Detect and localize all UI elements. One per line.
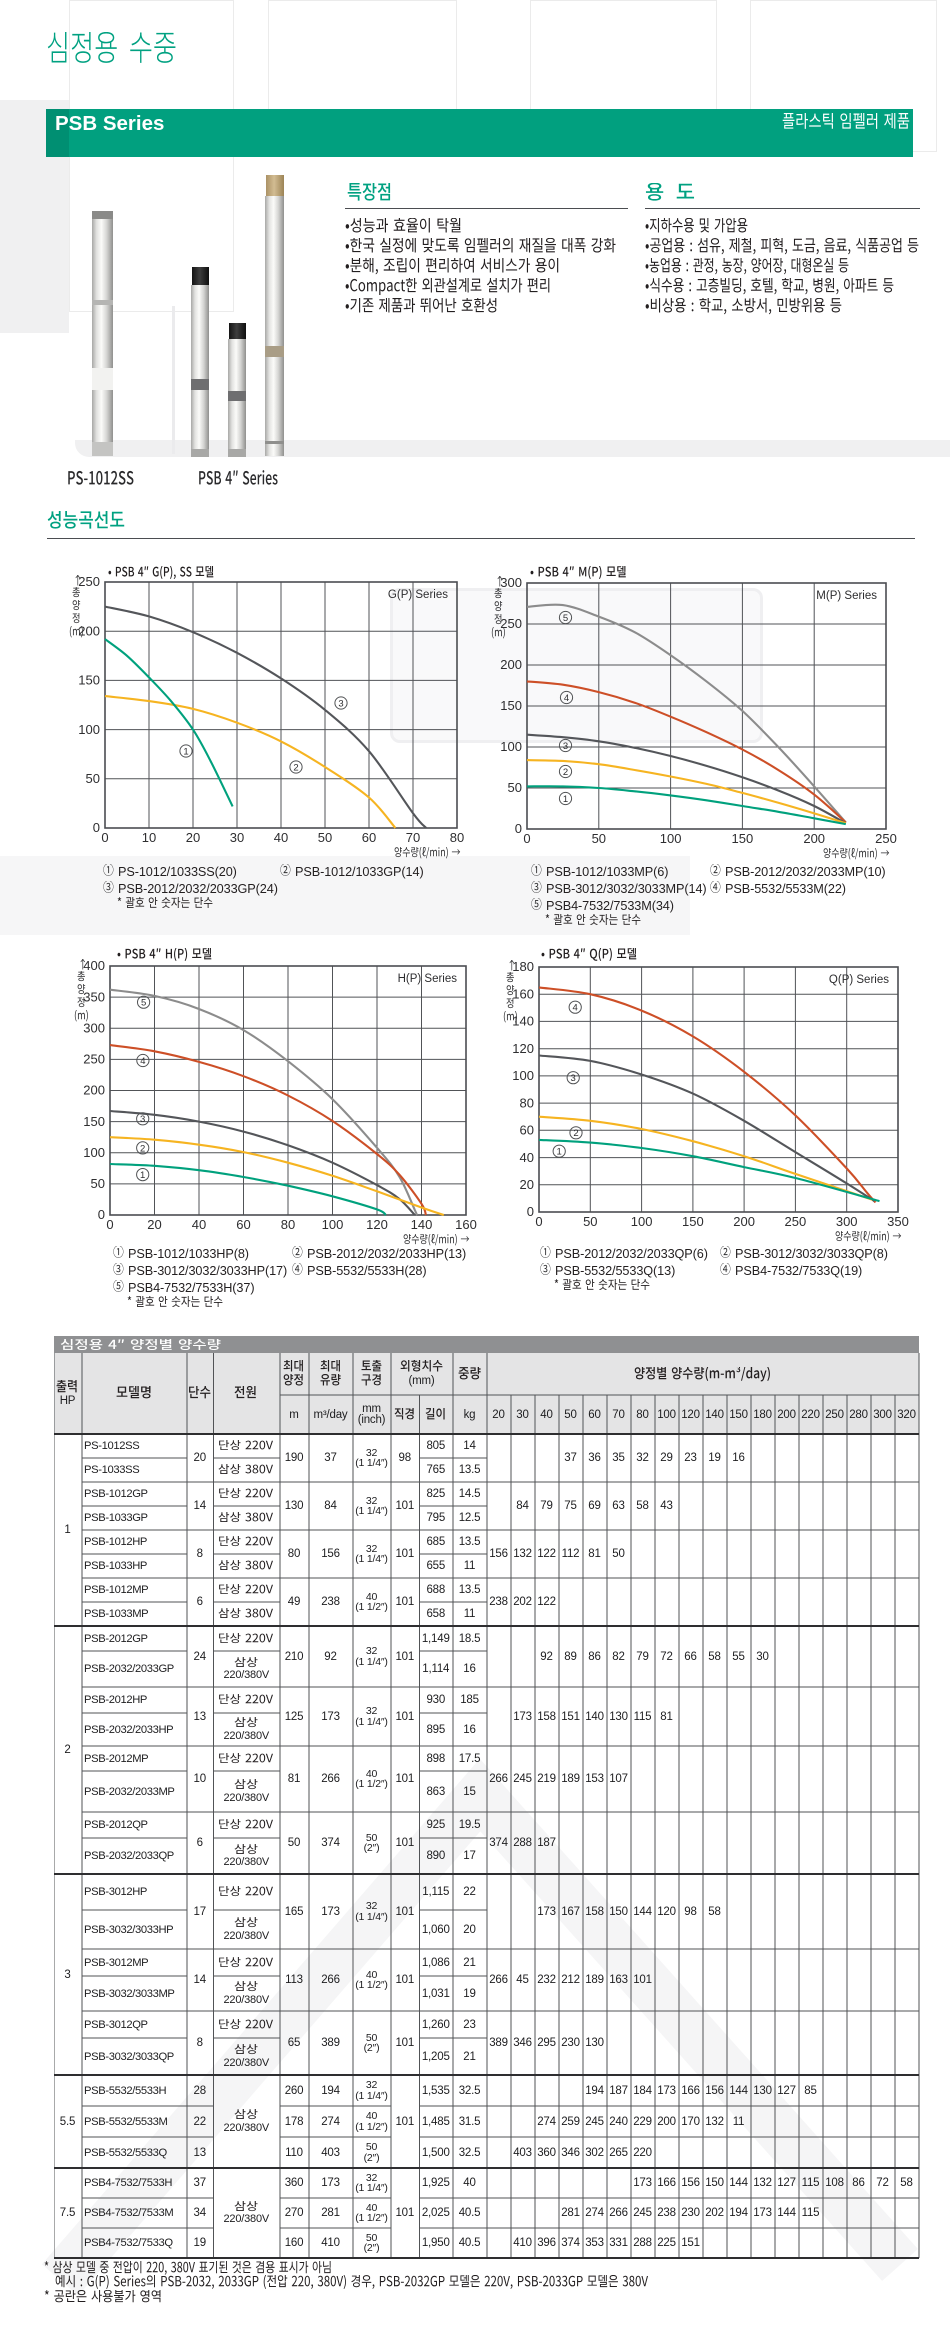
svg-text:50: 50 — [592, 831, 606, 846]
svg-text:40: 40 — [274, 830, 288, 845]
svg-text:3: 3 — [571, 1073, 576, 1084]
svg-text:3: 3 — [140, 1114, 145, 1125]
svg-text:0: 0 — [527, 1204, 534, 1219]
svg-text:80: 80 — [450, 830, 464, 845]
svg-text:2: 2 — [573, 1128, 578, 1139]
svg-text:180: 180 — [512, 959, 534, 974]
svg-text:140: 140 — [512, 1014, 534, 1029]
svg-text:1: 1 — [563, 794, 568, 805]
svg-text:2: 2 — [563, 767, 568, 778]
svg-text:300: 300 — [500, 575, 522, 590]
svg-text:300: 300 — [836, 1214, 858, 1229]
svg-text:250: 250 — [875, 831, 897, 846]
svg-text:200: 200 — [733, 1214, 755, 1229]
svg-text:250: 250 — [78, 574, 100, 589]
svg-text:Q(P) Series: Q(P) Series — [829, 974, 889, 986]
svg-text:G(P) Series: G(P) Series — [388, 589, 448, 601]
svg-text:60: 60 — [520, 1123, 534, 1138]
svg-text:4: 4 — [573, 1003, 578, 1014]
svg-text:50: 50 — [91, 1176, 105, 1191]
svg-text:100: 100 — [631, 1214, 653, 1229]
svg-text:200: 200 — [78, 623, 100, 638]
svg-text:70: 70 — [406, 830, 420, 845]
svg-text:80: 80 — [281, 1217, 295, 1232]
svg-text:20: 20 — [186, 830, 200, 845]
svg-text:200: 200 — [803, 831, 825, 846]
svg-text:H(P) Series: H(P) Series — [398, 973, 458, 985]
svg-text:60: 60 — [362, 830, 376, 845]
svg-text:200: 200 — [83, 1083, 105, 1098]
svg-text:0: 0 — [98, 1207, 105, 1222]
svg-text:100: 100 — [78, 722, 100, 737]
svg-text:40: 40 — [520, 1150, 534, 1165]
svg-text:50: 50 — [86, 771, 100, 786]
svg-text:120: 120 — [366, 1217, 388, 1232]
svg-text:250: 250 — [785, 1214, 807, 1229]
svg-text:100: 100 — [83, 1145, 105, 1160]
svg-text:80: 80 — [520, 1095, 534, 1110]
svg-text:0: 0 — [515, 821, 522, 836]
svg-text:50: 50 — [508, 780, 522, 795]
svg-text:100: 100 — [512, 1068, 534, 1083]
svg-text:50: 50 — [583, 1214, 597, 1229]
svg-text:1: 1 — [183, 746, 188, 757]
svg-text:20: 20 — [520, 1177, 534, 1192]
svg-text:150: 150 — [682, 1214, 704, 1229]
svg-text:350: 350 — [83, 989, 105, 1004]
svg-text:200: 200 — [500, 657, 522, 672]
svg-text:150: 150 — [732, 831, 754, 846]
svg-text:150: 150 — [78, 673, 100, 688]
svg-text:300: 300 — [83, 1021, 105, 1036]
svg-text:M(P) Series: M(P) Series — [816, 590, 877, 602]
svg-text:120: 120 — [512, 1041, 534, 1056]
svg-text:160: 160 — [512, 986, 534, 1001]
svg-text:40: 40 — [192, 1217, 206, 1232]
svg-text:140: 140 — [411, 1217, 433, 1232]
svg-text:20: 20 — [147, 1217, 161, 1232]
svg-text:10: 10 — [142, 830, 156, 845]
svg-text:1: 1 — [140, 1170, 145, 1181]
svg-text:5: 5 — [141, 998, 146, 1009]
svg-text:100: 100 — [322, 1217, 344, 1232]
svg-text:4: 4 — [564, 693, 569, 704]
svg-text:3: 3 — [563, 741, 568, 752]
svg-text:250: 250 — [500, 616, 522, 631]
svg-text:400: 400 — [83, 958, 105, 973]
svg-text:0: 0 — [93, 820, 100, 835]
svg-text:4: 4 — [140, 1056, 145, 1067]
svg-text:100: 100 — [660, 831, 682, 846]
svg-text:3: 3 — [338, 698, 343, 709]
svg-text:2: 2 — [293, 762, 298, 773]
svg-text:1: 1 — [557, 1147, 562, 1158]
svg-text:350: 350 — [887, 1214, 909, 1229]
svg-text:60: 60 — [236, 1217, 250, 1232]
svg-text:50: 50 — [318, 830, 332, 845]
svg-text:0: 0 — [101, 830, 108, 845]
svg-text:5: 5 — [563, 613, 568, 624]
svg-text:100: 100 — [500, 739, 522, 754]
svg-text:2: 2 — [140, 1143, 145, 1154]
svg-text:150: 150 — [500, 698, 522, 713]
svg-text:0: 0 — [535, 1214, 542, 1229]
svg-text:160: 160 — [455, 1217, 477, 1232]
svg-text:250: 250 — [83, 1052, 105, 1067]
svg-text:0: 0 — [106, 1217, 113, 1232]
svg-text:150: 150 — [83, 1114, 105, 1129]
svg-text:0: 0 — [523, 831, 530, 846]
svg-text:30: 30 — [230, 830, 244, 845]
